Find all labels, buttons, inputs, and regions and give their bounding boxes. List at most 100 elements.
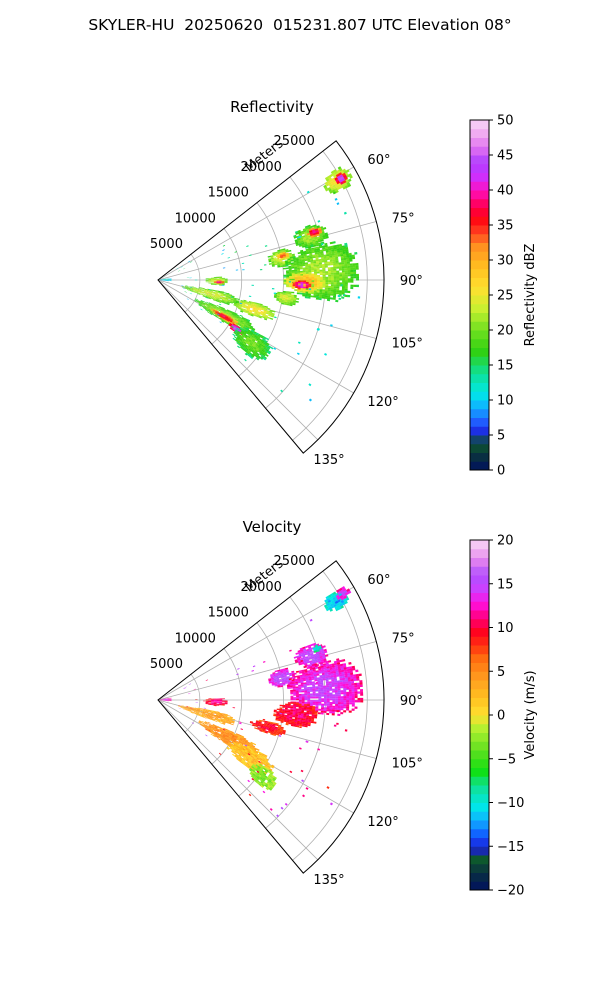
colorbar-band xyxy=(470,190,489,200)
colorbar-tick-label: 20 xyxy=(497,324,514,339)
colorbar-tick-label: 30 xyxy=(497,254,514,269)
colorbar-band xyxy=(470,295,489,305)
colorbar-band xyxy=(470,592,489,602)
echo-cell xyxy=(334,172,348,185)
echo-cell xyxy=(312,644,322,653)
colorbar-band xyxy=(470,548,489,558)
colorbar-band xyxy=(470,391,489,401)
azimuth-tick-label: 60° xyxy=(367,153,390,168)
echo-cell xyxy=(214,280,225,284)
echo-cell xyxy=(233,299,276,321)
colorbar-band xyxy=(470,365,489,375)
velocity-panel: Velocity 5000 10000 15000 20000 25000 Me… xyxy=(150,518,538,899)
range-tick-label: 5000 xyxy=(150,657,183,672)
colorbar-band xyxy=(470,146,489,156)
echo-cell xyxy=(335,586,352,601)
colorbar-band xyxy=(470,137,489,147)
reflectivity-title: Reflectivity xyxy=(230,98,314,116)
colorbar-bands xyxy=(470,540,489,891)
echo-cell xyxy=(249,719,286,736)
colorbar-band xyxy=(470,321,489,331)
range-ring xyxy=(211,228,243,345)
range-tick-label: 15000 xyxy=(208,186,249,201)
colorbar-band xyxy=(470,181,489,191)
colorbar-band xyxy=(470,645,489,655)
colorbar-tick-marks xyxy=(489,539,493,891)
velocity-grid xyxy=(157,570,384,861)
colorbar-band xyxy=(470,846,489,856)
colorbar-band xyxy=(470,172,489,182)
colorbar-band xyxy=(470,583,489,593)
colorbar-band xyxy=(470,286,489,296)
reflectivity-azimuth-labels: 60° 75° 90° 105° 120° 135° xyxy=(313,153,423,468)
figure-title: SKYLER-HU 20250620 015231.807 UTC Elevat… xyxy=(88,16,512,34)
echo-cell xyxy=(159,697,172,702)
colorbar-tick-label: 5 xyxy=(497,429,505,444)
colorbar-band xyxy=(470,575,489,585)
colorbar-tick-label: 20 xyxy=(497,534,514,549)
velocity-range-labels: 5000 10000 15000 20000 25000 xyxy=(150,554,315,672)
range-tick-label: 10000 xyxy=(175,631,216,646)
azimuth-tick-label: 105° xyxy=(392,757,423,772)
colorbar-band xyxy=(470,312,489,322)
colorbar-band xyxy=(470,636,489,646)
colorbar-band xyxy=(470,540,489,550)
colorbar-band xyxy=(470,207,489,217)
colorbar-tick-label: 15 xyxy=(497,577,514,592)
colorbar-band xyxy=(470,303,489,313)
colorbar-band xyxy=(470,855,489,865)
colorbar-band xyxy=(470,155,489,165)
azimuth-tick-label: 75° xyxy=(392,631,415,646)
colorbar-band xyxy=(470,443,489,453)
colorbar-tick-label: −5 xyxy=(497,752,516,767)
colorbar-band xyxy=(470,793,489,803)
colorbar-band xyxy=(470,566,489,576)
colorbar-band xyxy=(470,260,489,270)
azimuth-tick-label: 90° xyxy=(400,694,423,709)
colorbar-band xyxy=(470,610,489,620)
reflectivity-range-labels: 5000 10000 15000 20000 25000 xyxy=(150,134,315,252)
range-tick-label: 25000 xyxy=(274,554,315,569)
colorbar-band xyxy=(470,706,489,716)
velocity-echoes xyxy=(159,586,364,818)
colorbar-band xyxy=(470,767,489,777)
colorbar-tick-label: 10 xyxy=(497,394,514,409)
colorbar-tick-label: 40 xyxy=(497,184,514,199)
colorbar-tick-label: 35 xyxy=(497,219,514,234)
colorbar-tick-label: 15 xyxy=(497,359,514,374)
colorbar-band xyxy=(470,680,489,690)
echo-cell xyxy=(181,285,240,306)
colorbar-band xyxy=(470,461,489,471)
colorbar-band xyxy=(470,338,489,348)
colorbar-band xyxy=(470,688,489,698)
colorbar-label: Reflectivity dBZ xyxy=(523,244,538,347)
colorbar-tick-label: 50 xyxy=(497,114,514,129)
colorbar-band xyxy=(470,618,489,628)
range-tick-label: 15000 xyxy=(208,606,249,621)
range-tick-label: 10000 xyxy=(175,211,216,226)
colorbar-band xyxy=(470,452,489,462)
echo-speckles xyxy=(176,190,361,402)
echo-cell xyxy=(273,290,300,307)
azimuth-tick-label: 120° xyxy=(367,815,398,830)
colorbar-band xyxy=(470,242,489,252)
colorbar-band xyxy=(470,662,489,672)
colorbar-band xyxy=(470,741,489,751)
echo-cell xyxy=(283,241,359,303)
velocity-title: Velocity xyxy=(243,518,302,536)
colorbar-band xyxy=(470,400,489,410)
colorbar-tick-labels: 0 5 10 15 20 25 30 35 40 45 50 xyxy=(497,114,514,479)
reflectivity-panel: Reflectivity 5000 10000 15000 20000 2500… xyxy=(150,98,538,479)
azimuth-spoke xyxy=(157,641,377,701)
colorbar-band xyxy=(470,828,489,838)
colorbar-band xyxy=(470,758,489,768)
colorbar-band xyxy=(470,417,489,427)
colorbar-band xyxy=(470,820,489,830)
echo-cell xyxy=(273,702,318,728)
echo-cell xyxy=(159,278,172,282)
azimuth-tick-label: 90° xyxy=(400,274,423,289)
colorbar-band xyxy=(470,785,489,795)
azimuth-spoke xyxy=(157,221,377,281)
colorbar-band xyxy=(470,811,489,821)
